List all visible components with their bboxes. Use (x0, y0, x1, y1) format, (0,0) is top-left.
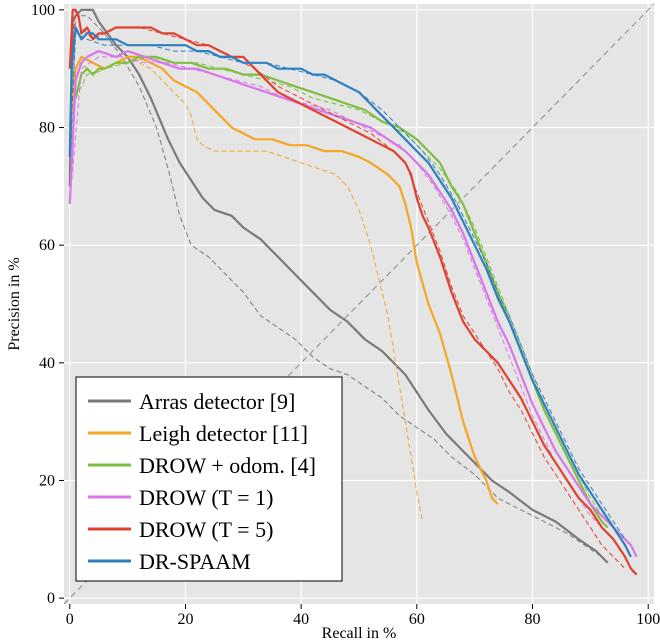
series-dr-spaam (68, 26, 632, 558)
series-drow-t-5 (68, 8, 638, 576)
series-leigh-detector-11 (68, 55, 499, 522)
x-tick-label: 0 (66, 611, 74, 628)
legend-entry-leigh: Leigh detector [11] (88, 421, 308, 446)
x-tick-label: 20 (177, 611, 193, 628)
legend-entry-drow-t5: DROW (T = 5) (88, 517, 273, 542)
legend-label-drow-odom: DROW + odom. [4] (139, 453, 316, 478)
legend-box (75, 376, 343, 582)
axes: 0 20 40 60 80 100 0 20 40 60 80 100 (31, 2, 660, 628)
legend: Arras detector [9] Leigh detector [11] D… (75, 376, 343, 582)
series-line-solid (68, 26, 632, 558)
series-line-solid (68, 8, 609, 564)
y-tick-label: 80 (39, 120, 55, 137)
y-tick-label: 20 (39, 472, 55, 489)
x-tick-label: 60 (409, 611, 425, 628)
series-arras-detector-9 (68, 8, 609, 564)
y-tick-label: 100 (31, 2, 55, 19)
series-lines (68, 8, 638, 576)
series-line-solid (68, 55, 499, 505)
legend-entry-drow-odom: DROW + odom. [4] (88, 453, 316, 478)
x-tick-label: 40 (293, 611, 309, 628)
series-line-dashed (69, 15, 603, 558)
y-axis-label: Precision in % (6, 257, 23, 350)
y-tick-label: 60 (39, 237, 55, 254)
legend-entry-dr-spaam: DR-SPAAM (88, 549, 251, 574)
legend-label-leigh: Leigh detector [11] (139, 421, 308, 446)
legend-entry-arras: Arras detector [9] (88, 389, 295, 414)
x-axis-label: Recall in % (322, 625, 397, 641)
series-line-solid (68, 8, 638, 576)
legend-label-drow-t5: DROW (T = 5) (139, 517, 273, 542)
series-line-dashed (69, 32, 626, 540)
x-tick-label: 80 (525, 611, 541, 628)
x-tick-label: 100 (636, 611, 660, 628)
legend-label-arras: Arras detector [9] (139, 389, 295, 414)
legend-label-dr-spaam: DR-SPAAM (139, 549, 251, 574)
y-tick-label: 40 (39, 355, 55, 372)
legend-entry-drow-t1: DROW (T = 1) (88, 485, 273, 510)
y-tick-label: 0 (47, 590, 55, 607)
series-line-solid (68, 50, 638, 558)
series-drow-t-1 (68, 50, 638, 558)
legend-label-drow-t1: DROW (T = 1) (139, 485, 273, 510)
